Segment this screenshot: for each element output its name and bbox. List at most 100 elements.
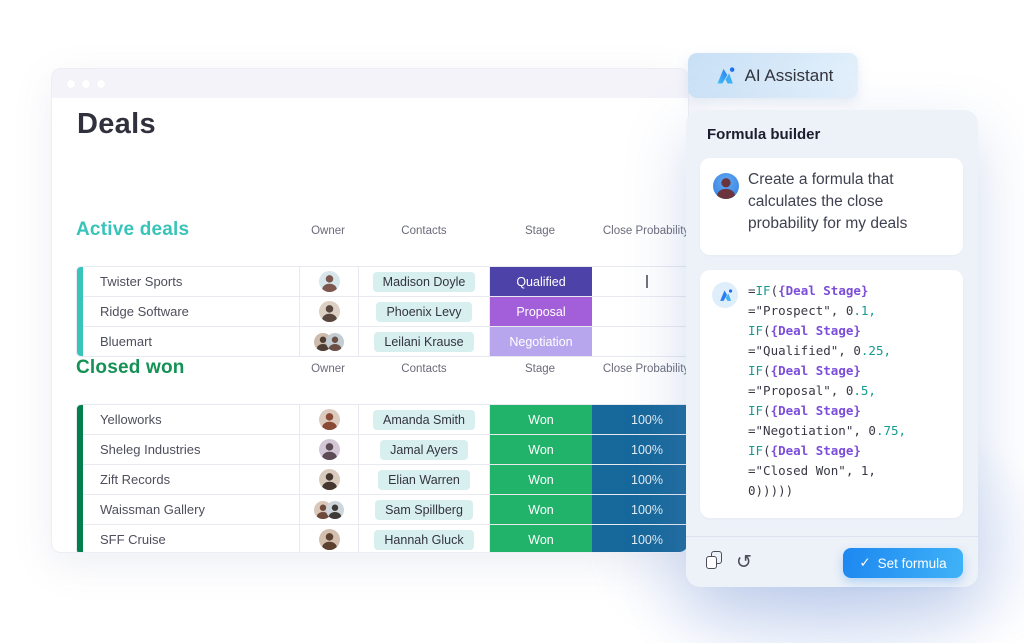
column-header[interactable]: Stage xyxy=(524,225,556,237)
contact-pill[interactable]: Madison Doyle xyxy=(372,271,476,292)
column-header[interactable]: Close Probability xyxy=(602,363,689,375)
deal-table: Yelloworks Amanda Smith Won 100% Sheleg Indu… xyxy=(76,404,688,552)
formula-text-token: ( xyxy=(763,323,771,338)
panel-divider xyxy=(686,536,978,537)
owner-cell[interactable] xyxy=(300,267,359,296)
deal-name-cell[interactable]: Ridge Software xyxy=(83,297,300,326)
formula-line: IF({Deal Stage} xyxy=(748,321,906,341)
owner-cell[interactable] xyxy=(300,297,359,326)
owner-cell[interactable] xyxy=(300,435,359,464)
ai-assistant-tab[interactable]: AI Assistant xyxy=(688,53,858,98)
close-probability-cell[interactable]: 100% xyxy=(592,405,688,434)
owner-avatar xyxy=(318,529,340,550)
contact-pill[interactable]: Jamal Ayers xyxy=(380,439,468,460)
column-header[interactable]: Contacts xyxy=(401,225,447,237)
contact-pill[interactable]: Hannah Gluck xyxy=(374,529,474,550)
contact-pill[interactable]: Phoenix Levy xyxy=(376,301,472,322)
copy-icon[interactable] xyxy=(686,550,722,574)
deal-name-cell[interactable]: Twister Sports xyxy=(83,267,300,296)
owner-avatar xyxy=(318,409,340,430)
undo-icon[interactable]: ↺ xyxy=(736,550,752,573)
owner-avatar xyxy=(318,301,340,322)
contact-pill[interactable]: Sam Spillberg xyxy=(375,499,473,520)
contact-cell[interactable]: Elian Warren xyxy=(359,465,490,494)
owner-avatar xyxy=(318,271,340,292)
table-row: Bluemart Leilani Krause Negotiation xyxy=(83,327,688,356)
section-heading: Active deals xyxy=(76,219,190,240)
formula-text-token: ="Prospect", 0 xyxy=(748,303,854,318)
check-icon: ✓ xyxy=(859,555,871,570)
contact-pill[interactable]: Elian Warren xyxy=(378,469,470,490)
contact-cell[interactable]: Phoenix Levy xyxy=(359,297,490,326)
stage-cell[interactable]: Qualified xyxy=(490,267,592,296)
set-formula-button[interactable]: ✓ Set formula xyxy=(843,548,963,578)
stage-cell[interactable]: Won xyxy=(490,405,592,434)
owner-cell[interactable] xyxy=(300,525,359,552)
close-probability-cell[interactable]: 100% xyxy=(592,525,688,552)
formula-keyword-token: .75, xyxy=(875,423,907,438)
stage-cell[interactable]: Won xyxy=(490,495,592,524)
close-probability-cell[interactable] xyxy=(592,267,688,296)
contact-cell[interactable]: Amanda Smith xyxy=(359,405,490,434)
deal-name-cell[interactable]: Zift Records xyxy=(83,465,300,494)
stage-cell[interactable]: Won xyxy=(490,435,592,464)
column-header[interactable]: Owner xyxy=(311,363,345,375)
contact-pill[interactable]: Amanda Smith xyxy=(373,409,475,430)
column-header[interactable]: Owner xyxy=(311,225,345,237)
app-window: Deals Active deals Owner Contacts Stage Clos… xyxy=(51,68,689,553)
stage-cell[interactable]: Negotiation xyxy=(490,327,592,356)
window-dot-icon[interactable] xyxy=(82,79,90,88)
owner-cell[interactable] xyxy=(300,327,359,356)
formula-line: ="Closed Won", 1, xyxy=(748,461,906,481)
close-probability-cell[interactable] xyxy=(592,327,688,356)
contact-cell[interactable]: Jamal Ayers xyxy=(359,435,490,464)
deal-name-cell[interactable]: SFF Cruise xyxy=(83,525,300,552)
formula-keyword-token: IF xyxy=(748,443,764,458)
formula-text-token: ="Negotiation", 0 xyxy=(748,423,876,438)
close-probability-cell[interactable]: 100% xyxy=(592,495,688,524)
deal-name-cell[interactable]: Bluemart xyxy=(83,327,300,356)
formula-code[interactable]: =IF({Deal Stage} ="Prospect", 0.1, IF({Dea… xyxy=(748,281,906,501)
formula-line: ="Proposal", 0.5, xyxy=(748,381,906,401)
set-formula-label: Set formula xyxy=(877,555,947,571)
formula-line: IF({Deal Stage} xyxy=(748,401,906,421)
formula-text-token: ( xyxy=(763,443,771,458)
close-probability-cell[interactable] xyxy=(592,297,688,326)
formula-field-token: {Deal Stage} xyxy=(778,283,869,298)
column-header[interactable]: Contacts xyxy=(401,363,447,375)
owner-cell[interactable] xyxy=(300,495,359,524)
column-header[interactable]: Stage xyxy=(524,363,556,375)
window-dot-icon[interactable] xyxy=(67,79,75,88)
formula-line: ="Negotiation", 0.75, xyxy=(748,421,906,441)
formula-keyword-token: IF xyxy=(748,363,764,378)
stage-cell[interactable]: Won xyxy=(490,525,592,552)
contact-pill[interactable]: Leilani Krause xyxy=(374,331,474,352)
owner-cell[interactable] xyxy=(300,405,359,434)
formula-text-token: ="Closed Won", 1, xyxy=(748,463,876,478)
ai-tab-label: AI Assistant xyxy=(744,65,834,85)
window-dot-icon[interactable] xyxy=(97,79,105,88)
stage-cell[interactable]: Proposal xyxy=(490,297,592,326)
formula-line: 0))))) xyxy=(748,481,906,501)
close-probability-cell[interactable]: 100% xyxy=(592,435,688,464)
contact-cell[interactable]: Madison Doyle xyxy=(359,267,490,296)
formula-line: ="Prospect", 0.1, xyxy=(748,301,906,321)
contact-cell[interactable]: Hannah Gluck xyxy=(359,525,490,552)
deal-name-cell[interactable]: Waissman Gallery xyxy=(83,495,300,524)
deal-name-cell[interactable]: Sheleg Industries xyxy=(83,435,300,464)
contact-cell[interactable]: Sam Spillberg xyxy=(359,495,490,524)
table-row: SFF Cruise Hannah Gluck Won 100% xyxy=(83,525,688,552)
deal-name-cell[interactable]: Yelloworks xyxy=(83,405,300,434)
owner-cell[interactable] xyxy=(300,465,359,494)
table-row: Ridge Software Phoenix Levy Proposal xyxy=(83,297,688,327)
section-header-row: Active deals Owner Contacts Stage Close Prob… xyxy=(76,218,689,242)
formula-text-token: ="Proposal", 0 xyxy=(748,383,854,398)
table-row: Sheleg Industries Jamal Ayers Won 100% xyxy=(83,435,688,465)
stage-cell[interactable]: Won xyxy=(490,465,592,494)
contact-cell[interactable]: Leilani Krause xyxy=(359,327,490,356)
formula-field-token: {Deal Stage} xyxy=(770,363,861,378)
formula-text-token: ( xyxy=(763,403,771,418)
column-header[interactable]: Close Probability xyxy=(602,225,689,237)
formula-line: IF({Deal Stage} xyxy=(748,441,906,461)
close-probability-cell[interactable]: 100% xyxy=(592,465,688,494)
